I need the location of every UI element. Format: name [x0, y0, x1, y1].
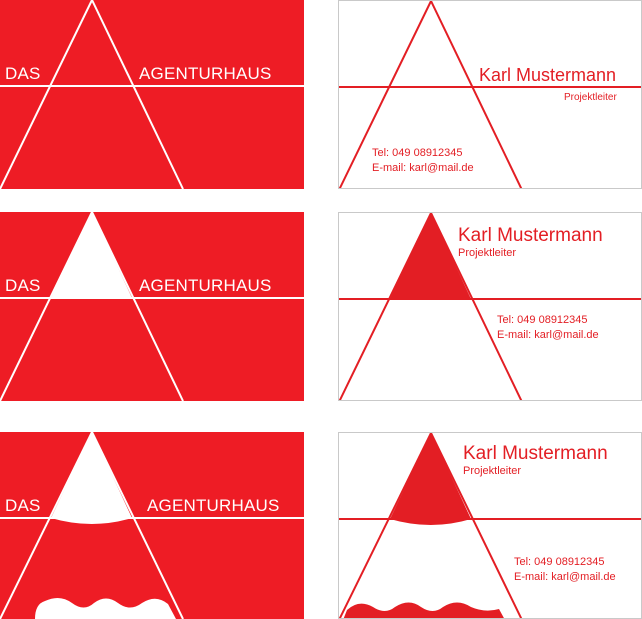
brand-left-word: DAS	[5, 64, 41, 83]
phone-text: Tel: 049 08912345	[514, 556, 605, 568]
person-name: Karl Mustermann	[479, 65, 617, 85]
brand-right-word: AGENTURHAUS	[147, 496, 280, 515]
brand-right-word: AGENTURHAUS	[139, 276, 272, 295]
person-title: Projektleiter	[463, 465, 522, 477]
business-card-front-3: DAS AGENTURHAUS	[0, 432, 304, 619]
business-card-front-2: DAS AGENTURHAUS	[0, 212, 304, 401]
logo-outline-graphic	[339, 1, 641, 188]
logo-triangle-graphic	[0, 0, 304, 189]
brand-left-word: DAS	[5, 276, 41, 295]
person-name: Karl Mustermann	[458, 225, 603, 246]
email-text: E-mail: karl@mail.de	[514, 571, 616, 583]
contact-block: Tel: 049 08912345 E-mail: karl@mail.de	[497, 313, 599, 343]
logo-triangle-graphic	[0, 212, 304, 401]
logo-scalloped-graphic	[0, 432, 304, 619]
person-name: Karl Mustermann	[463, 443, 608, 464]
email-text: E-mail: karl@mail.de	[497, 329, 599, 341]
business-card-back-3: Karl Mustermann Projektleiter Tel: 049 0…	[338, 432, 642, 619]
logo-scalloped-outline-graphic	[339, 433, 641, 618]
brand-left-word: DAS	[5, 496, 41, 515]
business-card-front-1: DAS AGENTURHAUS	[0, 0, 304, 189]
brand-right-word: AGENTURHAUS	[139, 64, 272, 83]
business-card-back-2: Karl Mustermann Projektleiter Tel: 049 0…	[338, 212, 642, 401]
person-title: Projektleiter	[458, 247, 517, 259]
contact-block: Tel: 049 08912345 E-mail: karl@mail.de	[372, 146, 474, 176]
phone-text: Tel: 049 08912345	[372, 147, 463, 159]
email-text: E-mail: karl@mail.de	[372, 162, 474, 174]
logo-outline-graphic	[339, 213, 641, 400]
contact-block: Tel: 049 08912345 E-mail: karl@mail.de	[514, 555, 616, 585]
person-title: Projektleiter	[564, 92, 617, 103]
business-card-back-1: Karl Mustermann Projektleiter Tel: 049 0…	[338, 0, 642, 189]
phone-text: Tel: 049 08912345	[497, 314, 588, 326]
